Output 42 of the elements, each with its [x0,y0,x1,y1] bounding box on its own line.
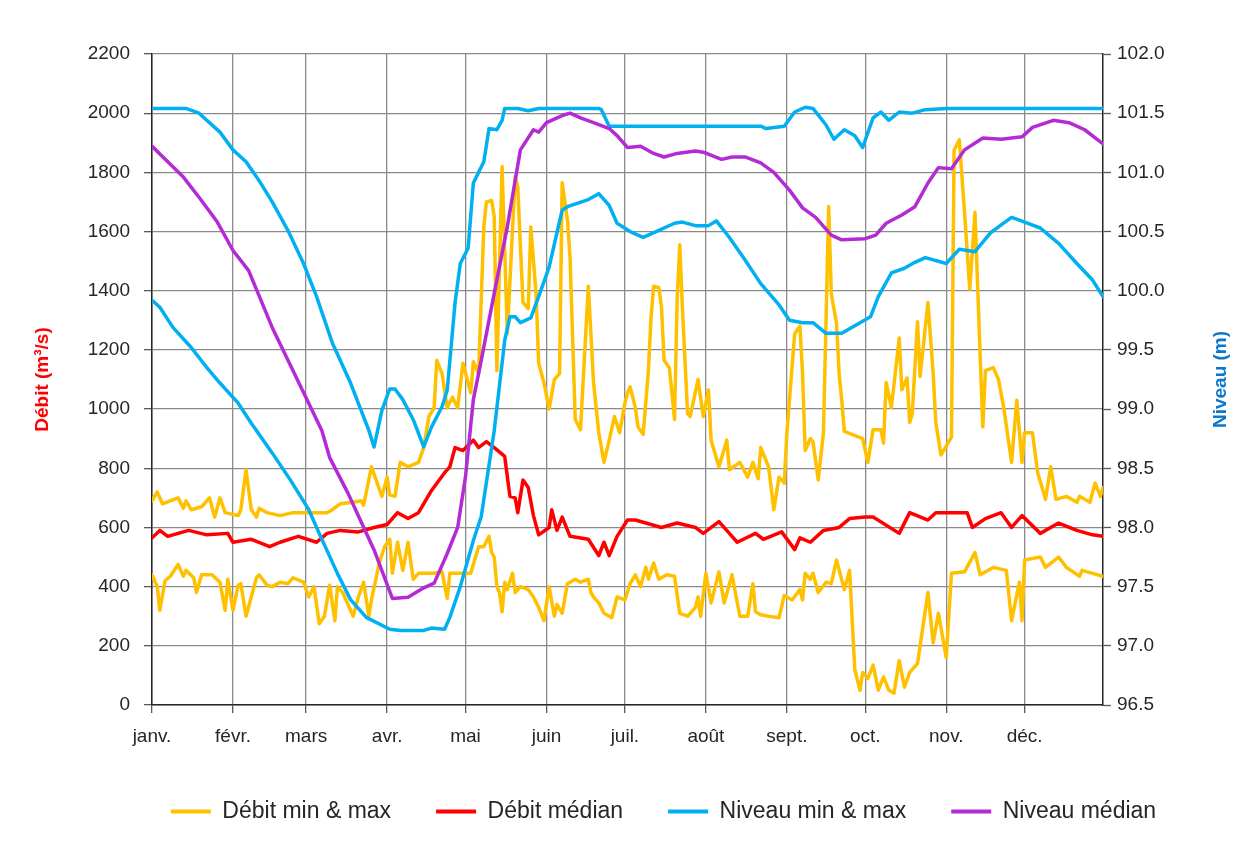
y-tick-label: 400 [98,574,130,596]
y2-tick-label: 98.5 [1117,456,1154,478]
x-tick-label: janv. [131,724,172,746]
y2-tick-label: 99.5 [1117,338,1154,360]
legend-label: Débit min & max [222,796,392,823]
y2-tick-label: 101.0 [1117,160,1165,182]
y-tick-label: 1000 [87,397,130,419]
x-tick-label: oct. [849,724,881,746]
x-tick-label: mars [285,724,328,746]
x-tick-label: juin [530,724,562,746]
x-tick-label: févr. [215,724,251,746]
y-tick-label: 200 [98,634,130,656]
x-tick-label: avr. [371,724,403,746]
y-tick-label: 800 [98,456,130,478]
x-tick-label: juil. [609,724,640,746]
y-tick-label: 1200 [87,338,130,360]
y2-tick-label: 102.0 [1117,42,1165,64]
y2-tick-label: 100.0 [1117,278,1165,300]
y2-tick-label: 99.0 [1117,397,1154,419]
x-tick-label: déc. [1006,724,1043,746]
legend-label: Débit médian [487,796,624,823]
y2-tick-label: 98.0 [1117,515,1154,537]
y-tick-label: 2000 [87,101,130,123]
x-tick-label: nov. [928,724,964,746]
y-tick-label: 1800 [87,160,130,182]
y-axis-title: Débit (m³/s) [31,327,53,432]
y-tick-label: 1400 [87,278,130,300]
y2-axis-title: Niveau (m) [1209,330,1231,429]
y-tick-label: 2200 [87,42,130,64]
x-tick-label: sept. [766,724,808,746]
y2-tick-label: 100.5 [1117,219,1165,241]
legend-label: Niveau min & max [719,796,907,823]
y2-tick-label: 97.0 [1117,634,1154,656]
y-tick-label: 1600 [87,219,130,241]
legend-label: Niveau médian [1002,796,1157,823]
y2-tick-label: 97.5 [1117,574,1154,596]
x-tick-label: mai [450,724,481,746]
y-tick-label: 600 [98,515,130,537]
y2-tick-label: 96.5 [1117,693,1154,715]
x-tick-label: août [687,724,726,746]
y2-tick-label: 101.5 [1117,101,1165,123]
y-tick-label: 0 [119,693,130,715]
